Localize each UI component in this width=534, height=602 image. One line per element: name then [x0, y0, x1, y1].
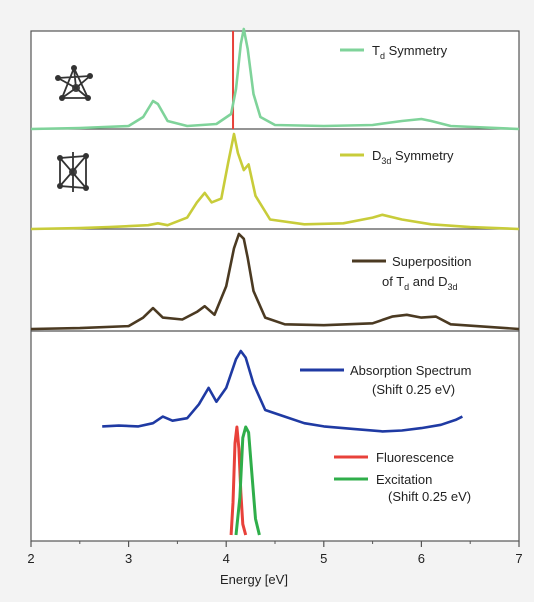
d3d-cluster-icon [57, 152, 89, 192]
sup-series-line [30, 232, 520, 331]
x-tick-label: 4 [223, 551, 230, 566]
fluorescence-series-line [229, 425, 248, 536]
x-tick-label: 6 [418, 551, 425, 566]
x-tick-label: 7 [515, 551, 522, 566]
d3d-series-line [30, 132, 520, 231]
x-tick-label: 2 [27, 551, 34, 566]
abs-series-line [102, 349, 463, 433]
excitation-series-line [234, 425, 261, 536]
td-cluster-icon [55, 65, 93, 101]
plot-area [30, 30, 520, 542]
x-axis: 2 3 4 5 6 7 [27, 541, 523, 566]
panels-layer [30, 30, 520, 542]
x-tick-label: 5 [320, 551, 327, 566]
td-series-line [30, 27, 520, 131]
series-layer [30, 27, 520, 536]
x-tick-label: 3 [125, 551, 132, 566]
